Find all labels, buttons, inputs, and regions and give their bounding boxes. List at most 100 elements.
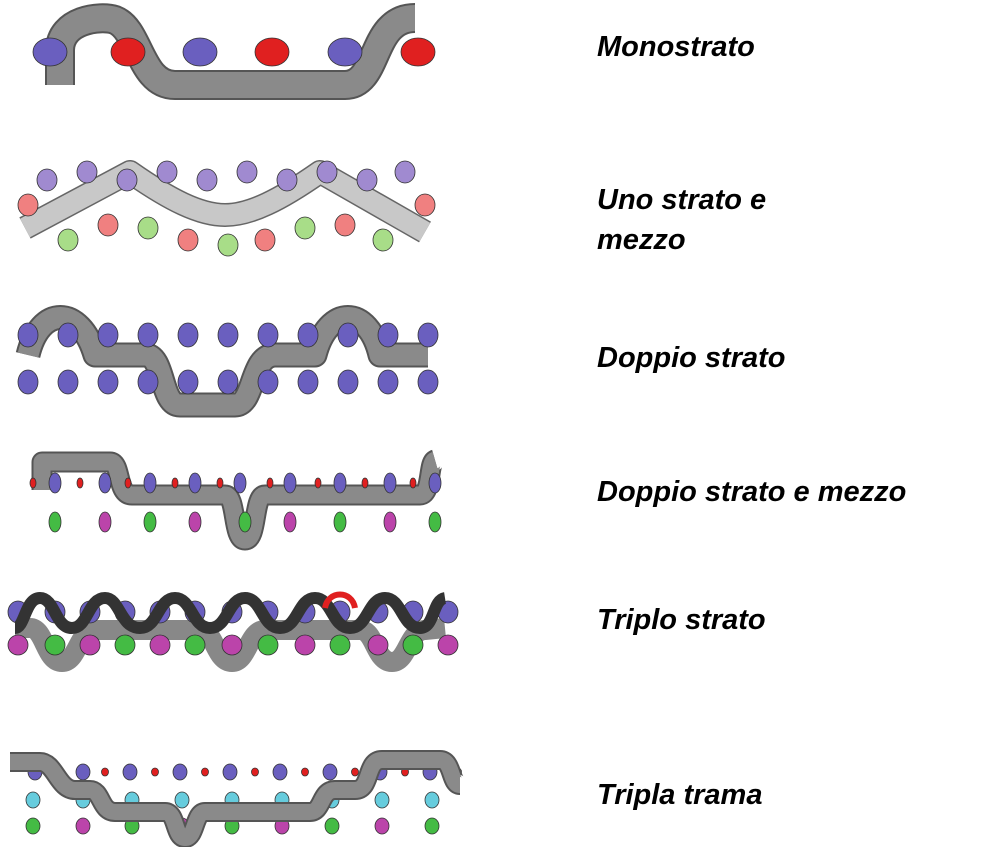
weft-yarn <box>177 228 199 252</box>
weft-yarn <box>25 817 41 835</box>
weft-yarn <box>143 511 157 533</box>
weft-yarn <box>48 472 62 494</box>
weft-yarn <box>17 322 39 348</box>
label: Triplo strato <box>597 604 766 636</box>
weft-yarn <box>402 634 424 656</box>
weft-yarn <box>294 634 316 656</box>
weft-yarn <box>374 791 390 809</box>
weft-yarn <box>254 228 276 252</box>
label: Uno strato e mezzo <box>597 184 767 256</box>
weft-yarn <box>216 477 224 489</box>
weft-yarn <box>171 477 179 489</box>
weft-yarn <box>217 322 239 348</box>
warp-band <box>47 5 417 98</box>
weft-yarn <box>329 634 351 656</box>
weft-yarn <box>257 634 279 656</box>
weft-yarn <box>251 767 259 777</box>
weft-yarn <box>333 472 347 494</box>
warp-band <box>20 161 431 242</box>
weft-yarn <box>254 37 290 67</box>
weft-yarn <box>351 767 359 777</box>
weft-yarn <box>377 369 399 395</box>
weft-yarn <box>238 511 252 533</box>
weft-yarn <box>114 634 136 656</box>
weft-yarn <box>236 160 258 184</box>
warp-band <box>10 752 463 846</box>
weft-yarn <box>177 369 199 395</box>
weft-yarn <box>257 369 279 395</box>
weft-yarn <box>257 322 279 348</box>
weft-yarn <box>383 511 397 533</box>
weft-yarn <box>283 472 297 494</box>
weft-yarn <box>372 228 394 252</box>
warp-band <box>33 451 441 549</box>
weft-yarn <box>182 37 218 67</box>
weft-yarn <box>333 511 347 533</box>
label: Doppio strato e mezzo <box>597 476 907 508</box>
weft-yarn <box>414 193 436 217</box>
weft-yarn <box>424 791 440 809</box>
binder-arc <box>322 591 358 609</box>
weft-yarn <box>417 322 439 348</box>
weft-yarn <box>97 213 119 237</box>
weft-yarn <box>409 477 417 489</box>
weft-yarn <box>32 37 68 67</box>
weft-yarn <box>301 767 309 777</box>
label: Doppio strato <box>597 342 786 374</box>
weft-yarn <box>137 216 159 240</box>
weft-yarn <box>44 634 66 656</box>
weft-yarn <box>98 472 112 494</box>
weft-yarn <box>174 791 190 809</box>
weft-yarn <box>337 369 359 395</box>
weft-yarn <box>124 477 132 489</box>
weft-yarn <box>233 472 247 494</box>
weft-yarn <box>334 213 356 237</box>
weft-yarn <box>7 634 29 656</box>
weft-yarn <box>297 369 319 395</box>
weft-yarn <box>75 763 91 781</box>
weft-yarn <box>188 472 202 494</box>
weft-yarn <box>217 369 239 395</box>
weft-yarn <box>383 472 397 494</box>
weft-yarn <box>25 791 41 809</box>
front-bands <box>10 591 465 847</box>
weft-yarn <box>217 233 239 257</box>
yarns <box>7 37 462 835</box>
weft-yarn <box>17 369 39 395</box>
weft-yarn <box>76 477 84 489</box>
weft-yarn <box>137 369 159 395</box>
weft-yarn <box>222 763 238 781</box>
weft-yarn <box>377 322 399 348</box>
weft-yarn <box>122 763 138 781</box>
weft-yarn <box>151 767 159 777</box>
weft-yarn <box>184 634 206 656</box>
weft-yarn <box>424 817 440 835</box>
weft-yarn <box>76 160 98 184</box>
weft-yarn <box>57 322 79 348</box>
weft-yarn <box>196 168 218 192</box>
weft-yarn <box>36 168 58 192</box>
weft-yarn <box>294 216 316 240</box>
weft-yarn <box>283 511 297 533</box>
weft-yarn <box>177 322 199 348</box>
weft-yarn <box>266 477 274 489</box>
weft-yarn <box>101 767 109 777</box>
weft-yarn <box>276 168 298 192</box>
weft-yarn <box>314 477 322 489</box>
weft-yarn <box>337 322 359 348</box>
weft-yarn <box>172 763 188 781</box>
weft-yarn <box>361 477 369 489</box>
weft-yarn <box>137 322 159 348</box>
weft-yarn <box>316 160 338 184</box>
weft-yarn <box>201 767 209 777</box>
weft-yarn <box>48 511 62 533</box>
weft-yarn <box>428 472 442 494</box>
weft-yarn <box>98 511 112 533</box>
weft-yarn <box>57 228 79 252</box>
weft-yarn <box>116 168 138 192</box>
weft-yarn <box>188 511 202 533</box>
weft-yarn <box>143 472 157 494</box>
weft-yarn <box>156 160 178 184</box>
weft-yarn <box>394 160 416 184</box>
weft-yarn <box>29 477 37 489</box>
